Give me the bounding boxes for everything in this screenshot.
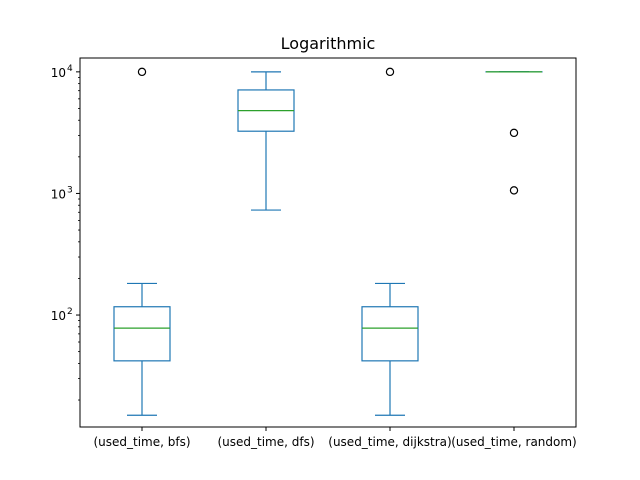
x-tick-label: (used_time, dijkstra) [328,435,451,449]
box-iqr [113,306,171,362]
y-tick-label-base: 10 [51,309,66,323]
box-group-1 [237,71,295,211]
y-tick-label-exponent: 2 [67,307,73,317]
plot-frame [79,57,577,428]
box-group-0 [113,67,171,416]
plot-area [113,67,543,416]
outlier-point [137,67,147,77]
outlier-point [509,128,519,138]
y-tick-label-exponent: 4 [67,64,73,74]
y-tick-label-base: 10 [51,187,66,201]
chart-title: Logarithmic [281,34,376,53]
box-group-2 [361,67,419,416]
outlier-point [385,67,395,77]
x-tick-label: (used_time, random) [451,435,577,449]
x-tick-label: (used_time, bfs) [93,435,190,449]
box-iqr [361,306,419,362]
y-tick-label-exponent: 3 [67,185,73,195]
y-tick-label-base: 10 [51,66,66,80]
x-axis-ticks: (used_time, bfs) (used_time, dfs) (used_ti… [93,427,577,449]
box-group-3 [485,71,543,195]
outlier-point [509,186,519,195]
x-tick-label: (used_time, dfs) [217,435,314,449]
